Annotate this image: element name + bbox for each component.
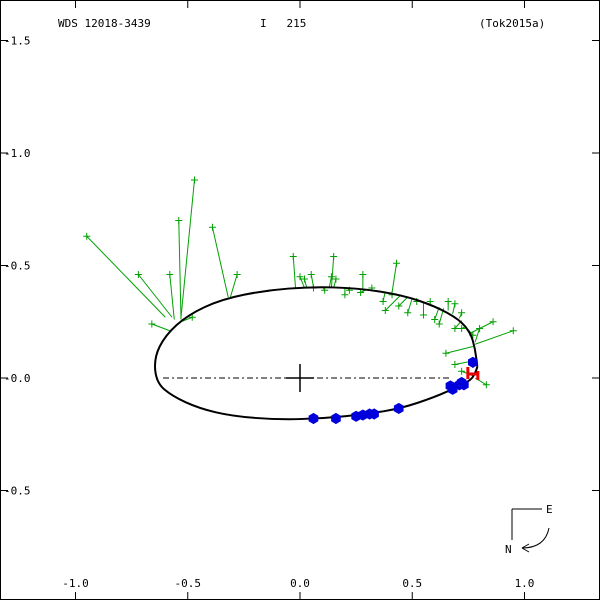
observation-point <box>233 271 241 278</box>
observation-point <box>190 176 198 184</box>
observation-point <box>458 325 466 332</box>
compass-east-label: E <box>546 503 553 516</box>
observation-point <box>327 273 335 281</box>
observation-point <box>208 223 216 231</box>
latest-measurement <box>466 367 480 380</box>
residual-line <box>211 227 229 298</box>
observation-point <box>307 271 315 278</box>
observation-point <box>341 291 349 299</box>
residual-line <box>180 179 195 318</box>
y-tick-label: -1.5 <box>4 35 31 48</box>
observation-point <box>289 253 297 260</box>
observation-point <box>431 316 439 323</box>
residual-line <box>169 274 175 320</box>
observation-point <box>444 298 452 305</box>
header-system: WDS 12018-3439 <box>58 17 151 30</box>
observation-point <box>300 275 308 283</box>
residual-line <box>384 294 402 311</box>
compass-arms <box>511 508 542 540</box>
residual-line <box>398 296 409 307</box>
x-tick-label: 0.5 <box>402 577 422 590</box>
speckle-point <box>393 402 404 414</box>
header-reference: (Tok2015a) <box>479 17 545 30</box>
observation-point <box>188 313 196 321</box>
observation-point <box>458 367 466 375</box>
y-tick-label: -0.5 <box>4 260 31 273</box>
residual-line <box>474 330 514 345</box>
residual-line <box>474 328 481 343</box>
observation-point <box>134 271 142 278</box>
header-mid: I 215 <box>260 17 306 30</box>
orbit-ellipse <box>154 286 479 421</box>
y-tick-label: -0.0 <box>4 372 31 385</box>
observation-point <box>451 325 459 332</box>
residual-line <box>330 256 335 289</box>
speckle-point <box>468 356 478 368</box>
residual-line <box>137 274 173 318</box>
speckle-points <box>308 356 478 425</box>
observation-point <box>175 217 183 224</box>
latest-point <box>466 367 480 380</box>
observation-point <box>435 320 443 328</box>
residual-line <box>151 323 170 332</box>
observation-point <box>357 289 365 296</box>
observation-markers <box>83 176 517 389</box>
x-tick-label: -1.0 <box>62 577 89 590</box>
residual-line <box>407 297 413 313</box>
residual-line <box>292 256 297 289</box>
speckle-point <box>331 412 341 425</box>
observation-point <box>296 273 304 281</box>
primary-star-cross <box>286 364 314 392</box>
observation-point <box>83 232 91 240</box>
observation-point <box>451 300 459 308</box>
observation-point <box>509 327 517 335</box>
observation-point <box>166 271 174 278</box>
compass-arrowhead <box>521 543 530 553</box>
x-tick-label: -0.5 <box>175 577 202 590</box>
compass-arrow <box>521 527 550 549</box>
observation-point <box>393 259 401 267</box>
observation-lines <box>86 179 514 386</box>
compass: E N <box>505 503 553 556</box>
observation-point <box>359 271 367 278</box>
y-tick-label: -1.0 <box>4 147 31 160</box>
speckle-point <box>459 379 469 391</box>
observation-point <box>458 309 466 317</box>
observation-point <box>332 275 340 283</box>
residual-line <box>178 220 182 320</box>
observation-point <box>381 307 389 314</box>
speckle-point <box>308 412 319 425</box>
observation-point <box>442 349 450 357</box>
residual-line <box>391 263 398 293</box>
residual-line <box>470 321 494 334</box>
compass-north-label: N <box>505 543 512 556</box>
observation-point <box>451 361 459 368</box>
observation-point <box>395 302 403 310</box>
x-tick-label: 1.0 <box>515 577 535 590</box>
residual-line <box>229 274 238 298</box>
observation-point <box>148 320 156 328</box>
y-tick-label: -0.5 <box>4 485 31 498</box>
observation-point <box>419 311 427 319</box>
residual-line <box>445 346 473 354</box>
speckle-point <box>369 408 379 420</box>
residual-line <box>299 276 305 289</box>
observation-point <box>489 318 497 326</box>
residual-line <box>86 235 166 318</box>
observation-point <box>404 309 412 317</box>
observation-point <box>379 298 387 305</box>
observation-point <box>330 253 338 260</box>
observation-point <box>482 381 490 389</box>
x-tick-label: 0.0 <box>290 577 310 590</box>
observation-point <box>476 325 484 332</box>
